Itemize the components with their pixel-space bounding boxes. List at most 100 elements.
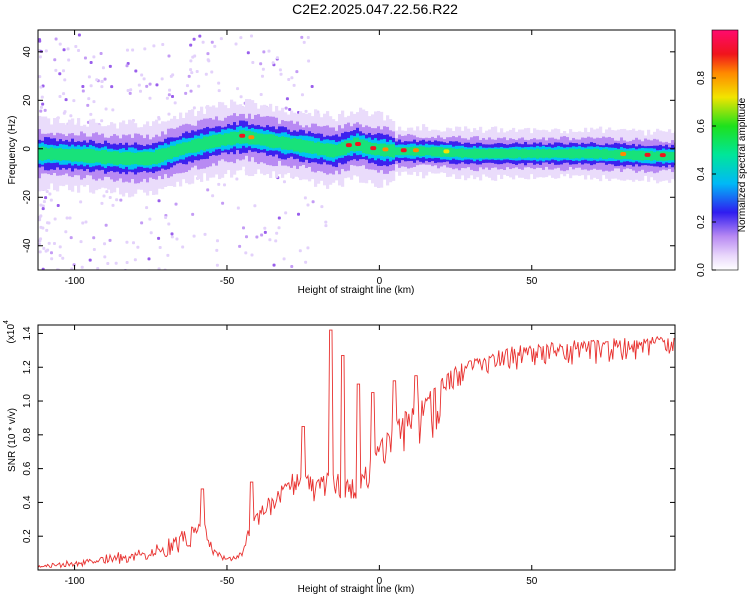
spectrogram-band-cell xyxy=(368,142,372,155)
spectrogram-noise-cell xyxy=(131,241,135,245)
spectrogram-band-cell xyxy=(335,144,339,157)
spectrogram-band-cell xyxy=(566,149,570,158)
colorbar-tick-label: 0.8 xyxy=(696,71,707,85)
spectrogram-band-cell xyxy=(191,140,195,153)
spectrogram-band-cell xyxy=(557,149,561,158)
spectrogram-noise-cell xyxy=(307,59,311,63)
spectrogram-band-cell xyxy=(344,140,348,155)
spectrogram-band-cell xyxy=(185,142,189,154)
spectrogram-band-cell xyxy=(125,151,129,166)
spectrogram-band-cell xyxy=(452,148,456,157)
spectrogram-noise-cell xyxy=(50,257,54,261)
spectrogram-band-cell xyxy=(80,149,84,162)
spectrogram-band-cell xyxy=(608,150,612,159)
spectrogram-noise-cell xyxy=(61,256,65,260)
spectrogram-noise-cell xyxy=(108,64,112,68)
snr-y-label: SNR (10 * v/v) xyxy=(7,408,18,472)
spectrogram-noise-cell xyxy=(300,93,304,97)
spectrogram-band-cell xyxy=(653,152,657,160)
spectrogram-band-cell xyxy=(272,134,276,149)
spectrogram-noise-cell xyxy=(167,222,171,226)
spectrogram-band-cell xyxy=(65,149,69,161)
spectrogram-noise-cell xyxy=(170,232,174,236)
spectrogram-peak-cell xyxy=(443,149,450,154)
spectrogram-band-cell xyxy=(563,149,567,159)
spectrogram-band-cell xyxy=(143,151,147,166)
spectrogram-noise-cell xyxy=(277,216,281,220)
spectrogram-noise-cell xyxy=(100,119,104,123)
spectrogram-band-cell xyxy=(377,143,381,155)
spectrogram-noise-cell xyxy=(58,245,62,249)
spectrogram-noise-cell xyxy=(263,230,267,234)
spectrogram-band-cell xyxy=(44,147,48,160)
spectrogram-noise-cell xyxy=(87,97,91,101)
spectrogram-band-cell xyxy=(104,149,108,165)
spectrogram-band-cell xyxy=(146,151,150,166)
spectrogram-band-cell xyxy=(149,151,153,166)
spectrogram-band-cell xyxy=(674,152,675,160)
spectrogram-band-cell xyxy=(308,140,312,154)
spectrogram-noise-cell xyxy=(206,188,210,192)
spectrogram-noise-cell xyxy=(206,58,210,62)
spectrogram-noise-cell xyxy=(304,109,308,113)
spectrogram-noise-cell xyxy=(108,195,112,199)
spectrogram-noise-cell xyxy=(148,217,152,221)
spectrogram-noise-cell xyxy=(41,267,45,270)
spectrogram-band-cell xyxy=(536,148,540,159)
spectrogram-band-cell xyxy=(41,146,45,161)
spectrogram-band-cell xyxy=(389,144,393,157)
spectrogram-noise-cell xyxy=(278,68,282,72)
spectrogram-band-cell xyxy=(257,133,261,145)
snr-y-tick-label: 1.0 xyxy=(22,394,33,408)
spectrogram-band-cell xyxy=(236,132,240,144)
spectrogram-band-cell xyxy=(530,149,534,159)
spectrogram-band-cell xyxy=(434,146,438,157)
spectrogram-band-cell xyxy=(455,148,459,157)
spectrogram-band-cell xyxy=(62,149,66,161)
spectrogram-noise-cell xyxy=(245,235,249,239)
spectrogram-noise-cell xyxy=(184,91,188,95)
spectrogram-band-cell xyxy=(353,137,357,152)
spectrogram-band-cell xyxy=(575,149,579,159)
snr-x-tick-label: -50 xyxy=(220,576,235,587)
spectrogram-band-cell xyxy=(167,147,171,160)
spectrogram-noise-cell xyxy=(83,56,87,60)
spectrogram-band-cell xyxy=(509,149,513,159)
spectrogram-band-cell xyxy=(323,143,327,156)
spectrogram-band-cell xyxy=(152,152,156,164)
spectrogram-noise-cell xyxy=(140,73,144,77)
spectrogram-y-tick-label: 20 xyxy=(22,94,33,106)
snr-y-tick-label: 1.4 xyxy=(22,326,33,340)
spectrogram-noise-cell xyxy=(175,237,179,241)
spectrogram-noise-cell xyxy=(111,108,115,112)
spectrogram-band-cell xyxy=(260,133,264,146)
spectrogram-band-cell xyxy=(179,143,183,156)
spectrogram-band-cell xyxy=(470,149,474,159)
spectrogram-noise-cell xyxy=(158,245,162,249)
spectrogram-noise-cell xyxy=(193,54,197,58)
spectrogram-noise-cell xyxy=(211,194,215,198)
spectrogram-noise-cell xyxy=(42,200,46,204)
spectrogram-ticks: -100 -50 0 50 -40 -20 0 20 40 xyxy=(22,30,675,287)
spectrogram-noise-cell xyxy=(268,238,272,242)
spectrogram-band-cell xyxy=(602,149,606,159)
spectrogram-noise-cell xyxy=(295,70,299,74)
spectrogram-y-tick-label: 40 xyxy=(22,46,33,58)
spectrogram-noise-cell xyxy=(311,200,315,204)
colorbar-label: Normalized spectral amplitude xyxy=(737,97,748,232)
spectrogram-noise-cell xyxy=(255,235,259,239)
figure-title: C2E2.2025.047.22.56.R22 xyxy=(292,1,458,17)
spectrogram-noise-cell xyxy=(79,240,83,244)
spectrogram-band-cell xyxy=(665,151,669,161)
spectrogram-band-cell xyxy=(275,135,279,148)
spectrogram-band-cell xyxy=(155,149,159,165)
spectrogram-noise-cell xyxy=(125,48,129,52)
spectrogram-band-cell xyxy=(548,149,552,159)
spectrogram-band-cell xyxy=(218,134,222,148)
spectrogram-noise-cell xyxy=(260,74,264,78)
spectrogram-band-cell xyxy=(362,139,366,153)
spectrogram-band-cell xyxy=(50,147,54,161)
spectrogram-band-cell xyxy=(101,149,105,164)
spectrogram-noise-cell xyxy=(215,263,219,267)
spectrogram-band-cell xyxy=(365,140,369,154)
